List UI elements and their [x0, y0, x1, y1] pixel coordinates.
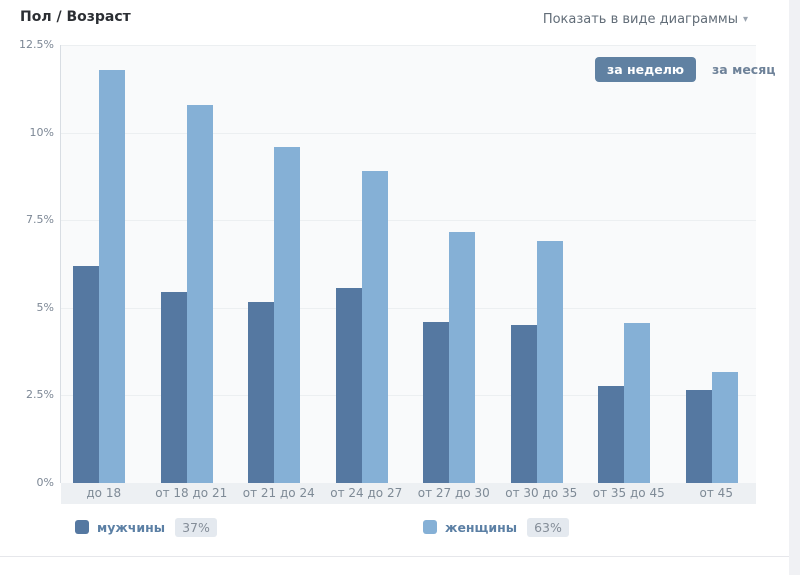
bar-men-group-0[interactable] — [73, 265, 99, 483]
y-axis-line — [60, 45, 61, 483]
x-axis-strip — [61, 483, 756, 504]
y-tick-label: 12.5% — [19, 38, 54, 51]
x-tick-label: от 27 до 30 — [417, 486, 490, 500]
men-swatch-icon — [75, 520, 89, 534]
chart-view-selector-label: Показать в виде диаграммы — [542, 12, 738, 27]
bar-women-group-3[interactable] — [361, 171, 388, 483]
bar-women-group-5[interactable] — [536, 241, 563, 483]
y-tick-label: 7.5% — [26, 213, 54, 226]
bar-women-group-1[interactable] — [186, 104, 213, 483]
x-tick-label: от 35 до 45 — [592, 486, 665, 500]
bar-women-group-2[interactable] — [274, 146, 300, 483]
y-tick-label: 0% — [36, 475, 54, 489]
women-swatch-icon — [423, 520, 437, 534]
legend-share-badge: 63% — [527, 517, 569, 537]
period-toggle-week[interactable]: за неделю — [595, 57, 697, 82]
bar-women-group-0[interactable] — [99, 69, 125, 483]
x-tick-label: до 18 — [86, 486, 122, 500]
x-tick-label: от 18 до 21 — [155, 486, 228, 500]
chart-view-selector[interactable]: Показать в виде диаграммы ▾ — [543, 12, 748, 27]
section-divider — [0, 556, 789, 557]
page-title: Пол / Возраст — [20, 9, 131, 25]
gridline — [61, 45, 756, 46]
legend-label: мужчины — [97, 519, 166, 535]
legend-label: женщины — [445, 519, 518, 535]
legend-item-men: мужчины 37% — [75, 512, 217, 542]
y-tick-label: 10% — [29, 125, 54, 139]
bar-men-group-6[interactable] — [598, 386, 624, 483]
y-tick-label: 5% — [36, 300, 54, 314]
gridline — [61, 307, 756, 309]
period-toggle-month[interactable]: за месяц — [712, 62, 776, 77]
chart-legend: мужчины 37% женщины 63% — [60, 512, 756, 542]
chevron-down-icon: ▾ — [742, 14, 748, 25]
legend-item-women: женщины 63% — [423, 512, 569, 542]
x-tick-label: от 30 до 35 — [505, 486, 578, 500]
bar-men-group-3[interactable] — [335, 288, 362, 483]
bar-men-group-5[interactable] — [510, 325, 537, 483]
bar-women-group-6[interactable] — [624, 323, 650, 483]
bar-women-group-4[interactable] — [449, 232, 475, 483]
bar-men-group-7[interactable] — [685, 389, 712, 483]
period-toggle: за неделю за месяц — [595, 57, 776, 82]
gridline — [61, 395, 756, 396]
x-tick-label: от 21 до 24 — [242, 486, 315, 500]
legend-share-badge: 37% — [175, 517, 217, 537]
x-tick-label: от 45 — [699, 486, 733, 500]
bar-men-group-4[interactable] — [423, 321, 449, 483]
x-tick-label: от 24 до 27 — [330, 486, 403, 500]
bar-women-group-7[interactable] — [711, 372, 738, 483]
gridline — [61, 220, 756, 221]
scrollbar-track[interactable] — [789, 0, 800, 575]
bar-men-group-1[interactable] — [160, 291, 187, 483]
gridline — [61, 132, 756, 134]
bar-men-group-2[interactable] — [248, 302, 274, 483]
y-tick-label: 2.5% — [26, 388, 54, 401]
